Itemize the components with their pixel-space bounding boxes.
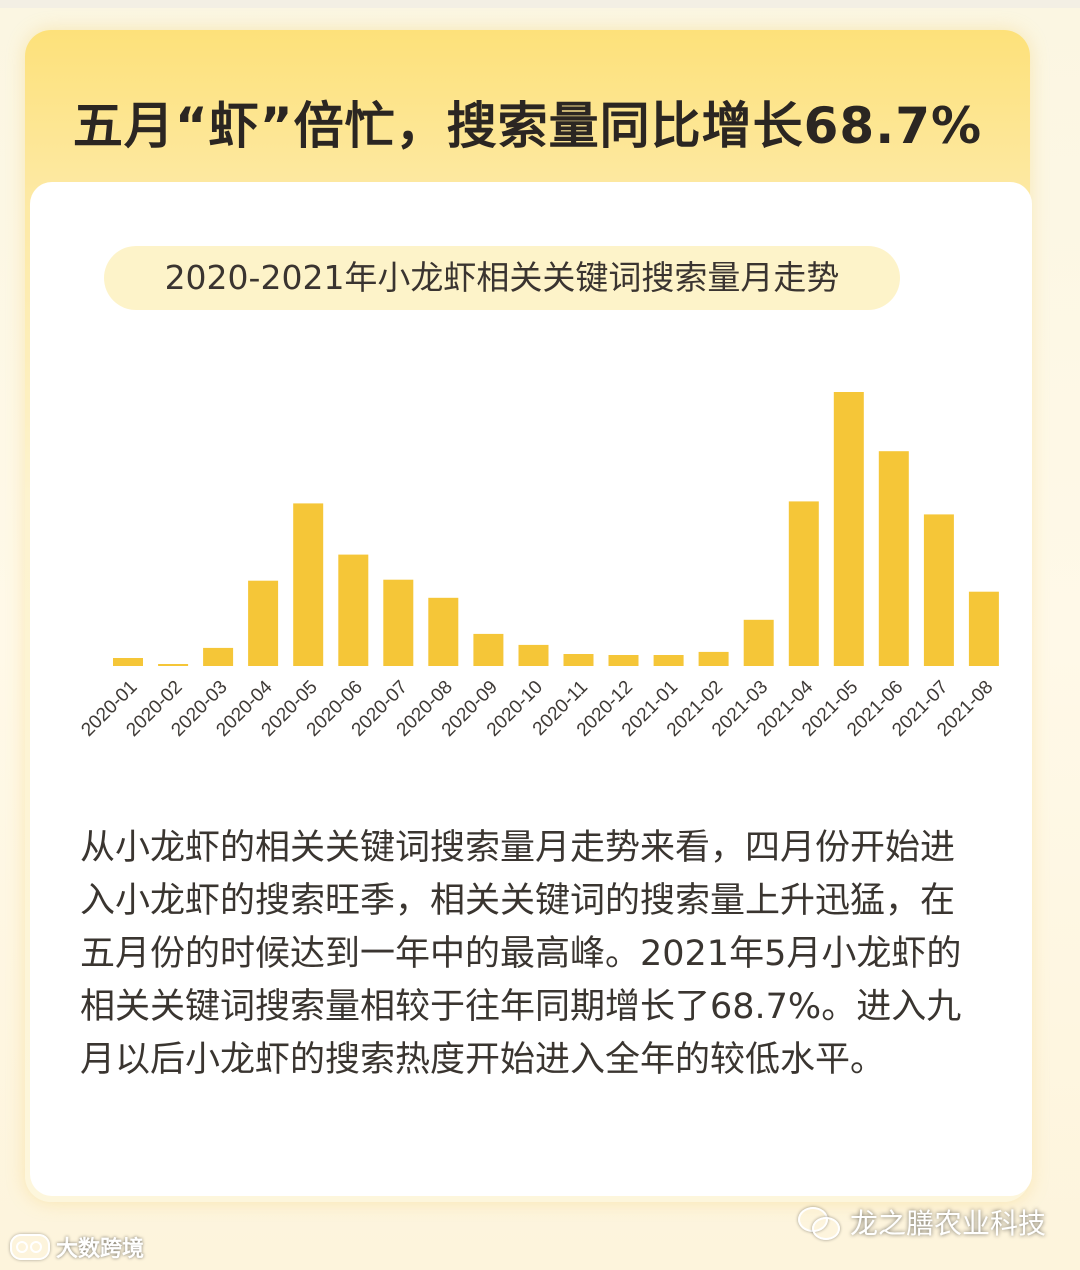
bar-2020-08 [428, 597, 459, 666]
bar-2020-06 [338, 554, 369, 666]
chart-title-pill [104, 246, 900, 310]
bar-2021-02 [698, 651, 729, 666]
bar-2021-05 [833, 392, 864, 666]
bar-2020-12 [608, 655, 639, 666]
bar-2020-03 [203, 647, 234, 666]
bar-2020-09 [473, 633, 504, 666]
bar-2020-02 [158, 664, 189, 666]
bar-2021-08 [968, 591, 999, 666]
watermark-right-text: 龙之膳农业科技 [849, 1207, 1046, 1240]
bar-2021-04 [788, 501, 819, 666]
bar-2021-07 [923, 514, 954, 666]
wechat-icon [797, 1205, 840, 1240]
description-paragraph: 从小龙虾的相关关键词搜索量月走势来看，四月份开始进入小龙虾的搜索旺季，相关关键词… [80, 828, 962, 1080]
bar-2020-11 [563, 654, 594, 666]
bar-2020-05 [293, 503, 324, 666]
bar-2020-10 [518, 644, 549, 666]
logo-icon [10, 1234, 50, 1260]
chart-panel [30, 182, 1032, 1196]
headline: 五月“虾”倍忙，搜索量同比增长68.7% [72, 97, 983, 155]
chart-title: 2020-2021年小龙虾相关关键词搜索量月走势 [164, 258, 840, 297]
bar-2021-01 [653, 655, 684, 666]
top-strip [0, 0, 1080, 8]
bar-2020-07 [383, 579, 414, 666]
watermark-left: 大数跨境 [10, 1232, 144, 1262]
bar-2021-03 [743, 619, 774, 666]
bar-2020-04 [248, 580, 279, 666]
bar-chart: 2020-012020-022020-032020-042020-052020-… [77, 392, 999, 741]
watermark-left-text: 大数跨境 [56, 1237, 145, 1262]
bar-2021-06 [878, 451, 909, 666]
bar-2020-01 [113, 658, 143, 666]
watermark-right: 龙之膳农业科技 [797, 1202, 1046, 1242]
